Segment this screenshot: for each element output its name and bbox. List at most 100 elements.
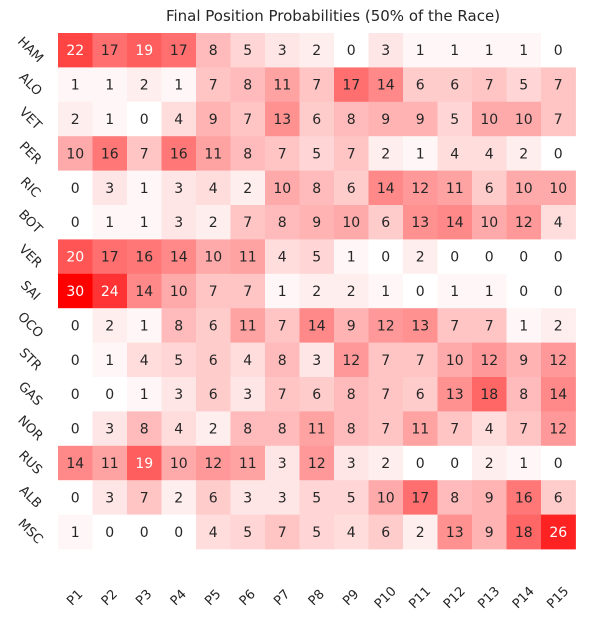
heatmap-cell bbox=[541, 67, 576, 103]
cell-value-label: 8 bbox=[209, 43, 218, 59]
cell-value-label: 4 bbox=[209, 181, 218, 197]
cell-value-label: 11 bbox=[411, 422, 429, 438]
heatmap-cell bbox=[506, 273, 542, 309]
heatmap-cell bbox=[230, 308, 266, 343]
cell-value-label: 12 bbox=[549, 422, 567, 438]
heatmap-cell bbox=[299, 101, 335, 137]
heatmap-cell bbox=[58, 514, 93, 550]
heatmap-cell bbox=[92, 411, 128, 447]
cell-value-label: 4 bbox=[243, 353, 252, 369]
heatmap-cell bbox=[334, 411, 369, 447]
cell-value-label: 5 bbox=[243, 43, 252, 59]
heatmap-cell bbox=[265, 33, 300, 68]
heatmap-cell bbox=[127, 411, 162, 447]
cell-value-label: 10 bbox=[515, 112, 533, 128]
heatmap-cell bbox=[368, 67, 404, 103]
cell-value-label: 14 bbox=[377, 181, 395, 197]
cell-value-label: 3 bbox=[174, 387, 183, 403]
cell-value-label: 7 bbox=[243, 112, 252, 128]
cell-value-label: 1 bbox=[485, 43, 494, 59]
cell-value-label: 24 bbox=[101, 284, 119, 300]
heatmap-cell bbox=[265, 411, 300, 447]
cell-value-label: 4 bbox=[209, 525, 218, 541]
heatmap-cell bbox=[161, 136, 197, 171]
heatmap-cell bbox=[265, 514, 300, 550]
cell-value-label: 2 bbox=[140, 78, 149, 94]
cell-value-label: 0 bbox=[416, 284, 425, 300]
cell-value-label: 7 bbox=[140, 146, 149, 162]
heatmap-cell bbox=[265, 136, 300, 171]
heatmap-cell bbox=[368, 239, 404, 275]
heatmap-cell bbox=[161, 308, 197, 343]
heatmap-cell bbox=[334, 101, 369, 137]
heatmap-cell bbox=[541, 205, 576, 240]
cell-value-label: 20 bbox=[66, 250, 84, 266]
cell-value-label: 17 bbox=[101, 250, 119, 266]
cell-value-label: 5 bbox=[347, 490, 356, 506]
cell-value-label: 6 bbox=[554, 490, 563, 506]
heatmap-cell bbox=[437, 514, 473, 550]
heatmap-cell bbox=[196, 273, 231, 309]
cell-value-label: 10 bbox=[446, 353, 464, 369]
heatmap-cell bbox=[437, 480, 473, 515]
cell-value-label: 1 bbox=[105, 112, 114, 128]
x-tick-label: P2 bbox=[99, 587, 121, 609]
x-tick-label: P6 bbox=[237, 587, 259, 609]
heatmap-cell bbox=[472, 411, 507, 447]
heatmap-cell bbox=[161, 170, 197, 206]
cell-value-label: 9 bbox=[312, 215, 321, 231]
heatmap-cell bbox=[230, 273, 266, 309]
heatmap-cell bbox=[265, 239, 300, 275]
heatmap-cell bbox=[368, 273, 404, 309]
heatmap-cell bbox=[230, 342, 266, 378]
cell-value-label: 11 bbox=[101, 456, 119, 472]
cell-value-label: 17 bbox=[411, 490, 429, 506]
heatmap-cell bbox=[506, 411, 542, 447]
heatmap-cell bbox=[265, 480, 300, 515]
x-tick-label: P8 bbox=[306, 587, 328, 609]
cell-value-label: 3 bbox=[312, 353, 321, 369]
cell-value-label: 5 bbox=[450, 112, 459, 128]
cell-value-label: 6 bbox=[312, 387, 321, 403]
cell-value-label: 22 bbox=[66, 43, 84, 59]
heatmap-cell bbox=[334, 33, 369, 68]
chart-title: Final Position Probabilities (50% of the… bbox=[166, 7, 500, 25]
cell-value-label: 8 bbox=[347, 422, 356, 438]
heatmap-cell bbox=[265, 170, 300, 206]
cell-value-label: 6 bbox=[450, 78, 459, 94]
heatmap-cell bbox=[403, 239, 438, 275]
heatmap-cell bbox=[541, 377, 576, 412]
heatmap-cell bbox=[541, 445, 576, 481]
cell-value-label: 9 bbox=[381, 112, 390, 128]
heatmap-cell bbox=[299, 33, 335, 68]
cell-value-label: 1 bbox=[450, 284, 459, 300]
heatmap-cell bbox=[472, 445, 507, 481]
heatmap-cell bbox=[92, 342, 128, 378]
cell-value-label: 2 bbox=[312, 284, 321, 300]
heatmap-cell bbox=[403, 33, 438, 68]
heatmap-cell bbox=[299, 239, 335, 275]
cell-value-label: 8 bbox=[278, 353, 287, 369]
cell-value-label: 0 bbox=[71, 490, 80, 506]
heatmap-cell bbox=[334, 342, 369, 378]
cell-value-label: 7 bbox=[450, 422, 459, 438]
heatmap-cell bbox=[299, 308, 335, 343]
cell-value-label: 13 bbox=[411, 318, 429, 334]
heatmap-cell bbox=[334, 239, 369, 275]
cell-value-label: 19 bbox=[135, 456, 153, 472]
heatmap-cell bbox=[230, 480, 266, 515]
cell-value-label: 10 bbox=[549, 181, 567, 197]
cell-value-label: 6 bbox=[209, 490, 218, 506]
cell-value-label: 11 bbox=[273, 78, 291, 94]
cell-value-label: 18 bbox=[480, 387, 498, 403]
heatmap-cell bbox=[127, 377, 162, 412]
cell-value-label: 5 bbox=[519, 78, 528, 94]
heatmap-cell bbox=[265, 67, 300, 103]
cell-value-label: 4 bbox=[485, 422, 494, 438]
heatmap-cell bbox=[265, 273, 300, 309]
heatmap-cell bbox=[196, 342, 231, 378]
heatmap-cell bbox=[161, 480, 197, 515]
heatmap-cell bbox=[368, 170, 404, 206]
cell-value-label: 5 bbox=[312, 146, 321, 162]
heatmap-cell bbox=[58, 205, 93, 240]
